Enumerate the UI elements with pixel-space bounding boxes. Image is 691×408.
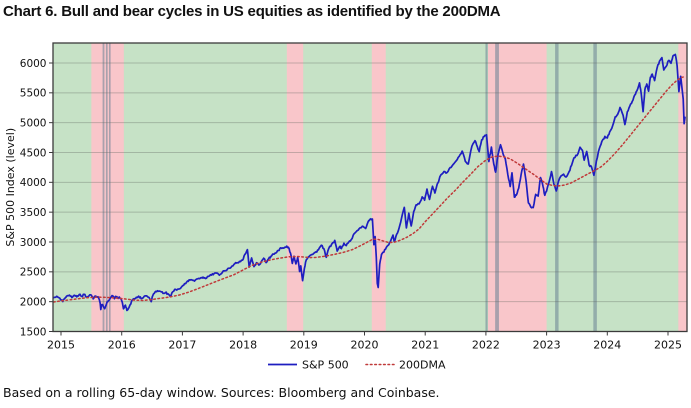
y-tick-label: 4500 (20, 147, 47, 159)
x-tick-label: 2021 (411, 339, 439, 352)
y-tick-label: 2500 (20, 267, 47, 279)
y-tick-label: 1500 (20, 326, 47, 338)
y-tick-label: 5000 (20, 117, 47, 129)
plot-border (52, 42, 688, 333)
x-tick-label: 2022 (472, 339, 500, 352)
x-tick-label: 2018 (229, 339, 257, 352)
x-tick-label: 2025 (654, 339, 682, 352)
x-tick-label: 2015 (47, 339, 75, 352)
dma-line (52, 75, 686, 303)
transition-band (495, 43, 499, 332)
y-tick-label: 3500 (20, 207, 47, 219)
y-tick-label: 4000 (20, 177, 47, 189)
legend-sp500-label: S&P 500 (302, 359, 349, 372)
bear-cycle-band (678, 43, 687, 332)
transition-band (102, 43, 105, 332)
bull-regime-background (53, 43, 687, 332)
y-tick-label: 5500 (20, 88, 47, 100)
x-tick-label: 2023 (533, 339, 561, 352)
bear-cycle-band (371, 43, 386, 332)
transition-band (108, 43, 111, 332)
transition-band (105, 43, 108, 332)
transition-band (485, 43, 488, 332)
chart-footnote: Based on a rolling 65-day window. Source… (3, 385, 440, 400)
y-tick-label: 2000 (20, 296, 47, 308)
transition-band (593, 43, 597, 332)
chart-canvas: 1500 2000 2500 3000 3500 4000 4500 5000 5500 6000… (4, 42, 688, 372)
y-tick-label: 3000 (20, 237, 47, 249)
chart-title: Chart 6. Bull and bear cycles in US equi… (3, 3, 501, 20)
sp500-line (52, 53, 686, 312)
x-tick-label: 2024 (593, 339, 621, 352)
legend-dma-label: 200DMA (399, 359, 446, 372)
x-tick-label: 2019 (290, 339, 318, 352)
y-tick-label: 6000 (20, 58, 47, 70)
x-tick-label: 2017 (168, 339, 196, 352)
x-tick-label: 2020 (351, 339, 379, 352)
x-tick-label: 2016 (108, 339, 136, 352)
bear-cycle-band (286, 43, 304, 332)
y-axis-label: S&P 500 Index (level) (4, 128, 17, 247)
